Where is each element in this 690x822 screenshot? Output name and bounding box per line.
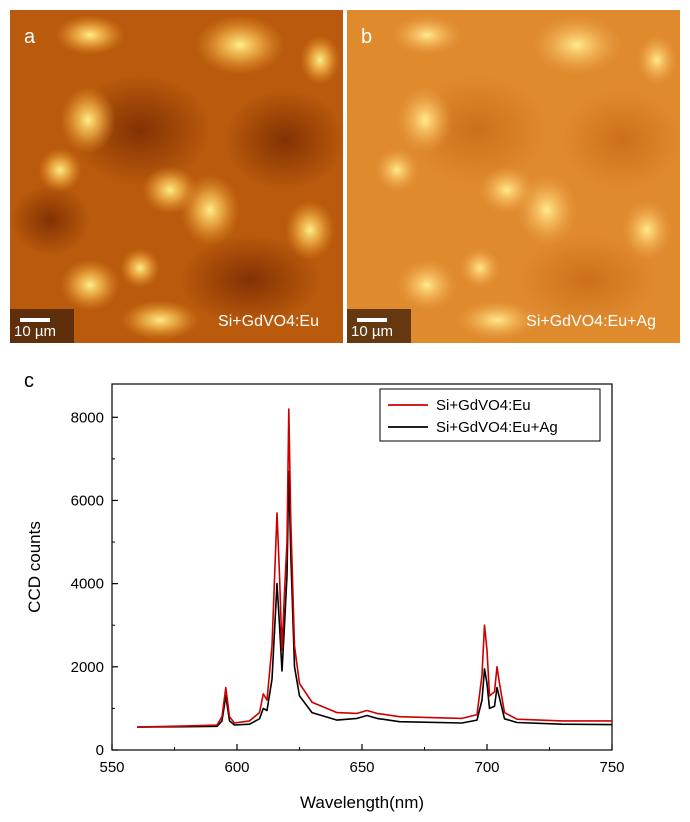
- panel-letter-b: b: [361, 26, 373, 48]
- y-tick-label: 2000: [71, 659, 104, 676]
- sample-label-b: Si+GdVO4:Eu+Ag: [526, 313, 656, 330]
- y-tick-label: 6000: [71, 492, 104, 509]
- legend-label: Si+GdVO4:Eu+Ag: [436, 419, 558, 436]
- chart-legend: Si+GdVO4:Eu Si+GdVO4:Eu+Ag: [379, 388, 601, 442]
- x-tick-label: 550: [99, 759, 124, 776]
- series-line-0: [136, 408, 612, 728]
- chart-axes: 550 600 650 700 750 0 2000 4000 6000 8000: [71, 383, 625, 776]
- y-tick-label: 8000: [71, 409, 104, 426]
- afm-image-si-gdvo4-eu-ag: b 10 µm Si+GdVO4:Eu+Ag: [347, 10, 680, 343]
- scale-bar-label: 10 µm: [14, 323, 56, 340]
- series-line-1: [136, 470, 612, 728]
- scale-bar-a: 10 µm: [10, 309, 74, 343]
- panel-letter-a: a: [24, 26, 36, 48]
- y-tick-label: 4000: [71, 576, 104, 593]
- legend-label: Si+GdVO4:Eu: [436, 397, 531, 414]
- scale-bar-b: 10 µm: [347, 309, 411, 343]
- x-axis-label: Wavelength(nm): [300, 793, 424, 812]
- legend-box: [379, 388, 601, 442]
- scale-bar-label: 10 µm: [351, 323, 393, 340]
- sample-label-a: Si+GdVO4:Eu: [218, 313, 319, 330]
- scale-bar-line: [20, 318, 50, 322]
- x-tick-label: 750: [599, 759, 624, 776]
- chart-series: [136, 408, 612, 728]
- y-axis-label: CCD counts: [25, 521, 44, 613]
- panel-letter-c: c: [24, 370, 34, 392]
- y-tick-label: 0: [96, 742, 104, 759]
- x-tick-label: 650: [349, 759, 374, 776]
- x-tick-label: 700: [474, 759, 499, 776]
- afm-image-si-gdvo4-eu: a 10 µm Si+GdVO4:Eu: [10, 10, 343, 343]
- x-tick-label: 600: [224, 759, 249, 776]
- scale-bar-line: [357, 318, 387, 322]
